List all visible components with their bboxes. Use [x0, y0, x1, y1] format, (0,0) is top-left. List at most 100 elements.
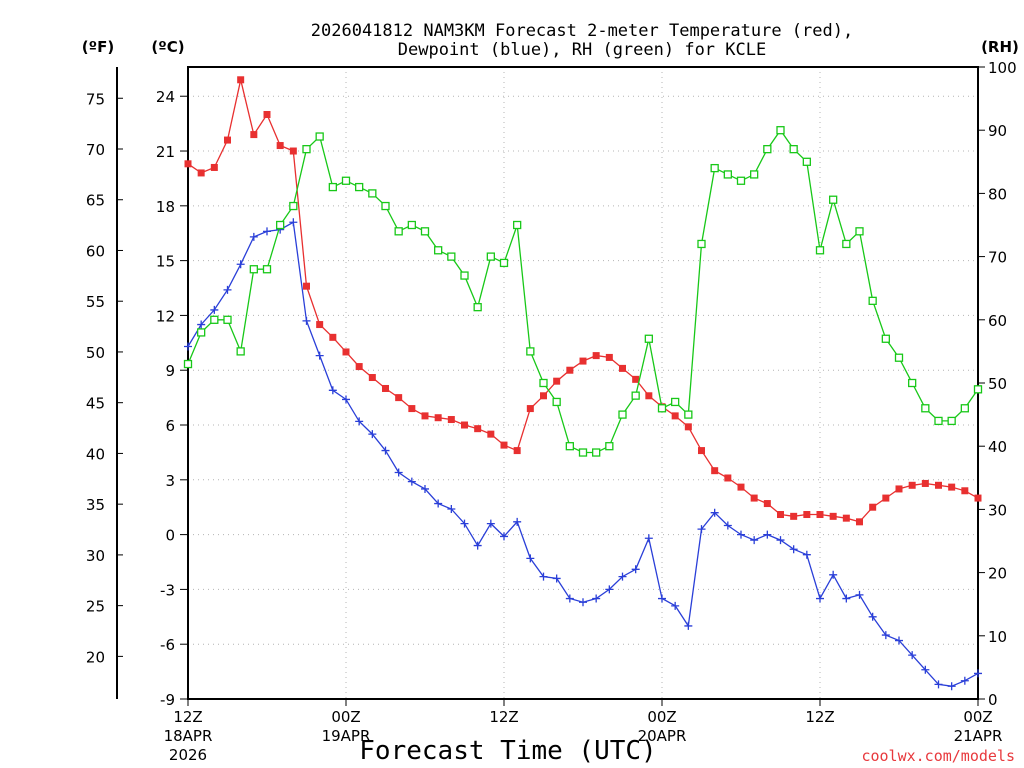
- dewpoint-point: [263, 227, 271, 236]
- temperature-point: [856, 518, 863, 526]
- rh-point: [486, 252, 495, 261]
- temperature-point: [447, 416, 455, 424]
- rh-point: [328, 182, 337, 192]
- fahrenheit-tick-label: 20: [86, 648, 105, 666]
- dewpoint-point: [960, 676, 969, 685]
- fahrenheit-tick-label: 70: [86, 141, 105, 159]
- dewpoint-point: [816, 594, 824, 603]
- dewpoint-point: [934, 680, 943, 689]
- dewpoint-point: [947, 682, 956, 691]
- celsius-tick-label: 0: [165, 527, 175, 545]
- credit-text: coolwx.com/models: [861, 747, 1015, 765]
- rh-point: [315, 132, 324, 141]
- rh-tick-label: 40: [988, 438, 1007, 456]
- rh-point: [921, 404, 930, 413]
- x-tick-time-label: 00Z: [647, 708, 676, 726]
- x-tick-date-label: 20APR: [638, 727, 687, 745]
- dewpoint-point: [434, 499, 443, 508]
- rh-point: [671, 397, 680, 407]
- temperature-point: [777, 511, 784, 519]
- temperature-point: [329, 333, 337, 341]
- rh-point: [868, 296, 877, 305]
- rh-tick-label: 0: [988, 691, 998, 709]
- rh-point: [908, 378, 917, 388]
- rh-point: [565, 442, 574, 451]
- dewpoint-point: [842, 594, 851, 603]
- celsius-tick-label: -9: [160, 691, 175, 709]
- temperature-point: [263, 110, 271, 118]
- celsius-tick-label: 21: [156, 143, 175, 161]
- temperature-point: [790, 512, 798, 520]
- celsius-tick-label: -6: [160, 636, 175, 654]
- temperature-point: [763, 500, 771, 508]
- dewpoint-point: [684, 621, 693, 630]
- temperature-point: [724, 474, 732, 482]
- dewpoint-point: [631, 565, 640, 574]
- dewpoint-point: [776, 536, 785, 545]
- temperature-point: [487, 430, 495, 438]
- rh-point: [763, 145, 772, 154]
- unit-celsius-label: (ºC): [151, 38, 184, 56]
- temperature-point: [237, 76, 245, 84]
- rh-point: [183, 359, 193, 369]
- dewpoint-point: [908, 651, 917, 660]
- fahrenheit-tick-label: 40: [86, 445, 105, 463]
- rh-point: [815, 246, 825, 255]
- dewpoint-point: [355, 417, 364, 426]
- dewpoint-point: [289, 218, 298, 227]
- rh-point: [447, 252, 456, 261]
- rh-point: [223, 315, 232, 324]
- dewpoint-point: [539, 572, 548, 581]
- temperature-point: [184, 160, 192, 168]
- rh-point: [618, 410, 627, 419]
- rh-point: [341, 176, 351, 185]
- dewpoint-point: [302, 316, 311, 325]
- dewpoint-point: [210, 305, 219, 314]
- x-tick-date-label: 18APR: [164, 727, 213, 745]
- tick-layer: 24211815129630-3-6-975706560555045403530…: [86, 59, 1017, 764]
- x-tick-date-label: 19APR: [322, 727, 371, 745]
- temperature-point: [803, 511, 811, 519]
- rh-tick-label: 60: [988, 312, 1007, 330]
- temperature-point: [289, 147, 297, 155]
- rh-point: [605, 442, 614, 451]
- fahrenheit-tick-label: 65: [86, 192, 105, 210]
- temperature-point: [500, 441, 508, 449]
- temperature-point: [935, 481, 942, 489]
- temperature-point: [605, 353, 613, 361]
- rh-point: [420, 227, 430, 236]
- rh-point: [407, 220, 416, 230]
- fahrenheit-tick-label: 50: [86, 344, 105, 362]
- dewpoint-point: [644, 534, 653, 543]
- temperature-point: [684, 423, 692, 431]
- rh-point: [723, 170, 732, 179]
- temperature-point: [276, 142, 284, 150]
- temperature-point: [303, 282, 310, 290]
- rh-point: [750, 170, 759, 179]
- rh-point: [539, 378, 548, 388]
- dewpoint-point: [737, 530, 745, 539]
- temperature-point: [619, 364, 626, 372]
- rh-point: [855, 227, 864, 236]
- dewpoint-point: [974, 669, 982, 678]
- rh-series: [183, 126, 983, 457]
- rh-tick-label: 30: [988, 501, 1007, 519]
- temperature-point: [210, 163, 218, 171]
- rh-point: [276, 220, 285, 230]
- rh-point: [947, 416, 956, 426]
- dewpoint-point: [394, 468, 403, 477]
- rh-point: [499, 258, 509, 268]
- temperature-point: [395, 394, 403, 402]
- dewpoint-point: [829, 570, 838, 579]
- temperature-point: [408, 405, 416, 413]
- dewpoint-point: [368, 430, 377, 439]
- dewpoint-point: [710, 508, 719, 517]
- temperature-point: [526, 405, 534, 413]
- temperature-point: [197, 169, 205, 177]
- rh-point: [960, 404, 969, 413]
- rh-tick-label: 50: [988, 375, 1007, 393]
- rh-point: [473, 303, 482, 312]
- dewpoint-point: [618, 572, 627, 581]
- temperature-point: [632, 375, 640, 383]
